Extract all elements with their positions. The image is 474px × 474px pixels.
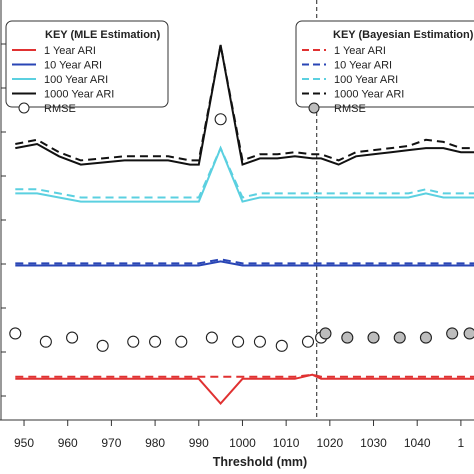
rmse-mle-point (66, 331, 79, 344)
legend-mle-item-label: 1000 Year ARI (44, 89, 114, 101)
legend-mle-title: KEY (MLE Estimation) (45, 29, 161, 41)
rmse-bayes-point (463, 327, 474, 340)
legend-mle-item-label: 100 Year ARI (44, 74, 108, 86)
1-year-ari-mle-line (15, 373, 474, 406)
x-axis: 950 960 970 980 990 1000 1010 1020 1030 1040 1 (0, 419, 474, 450)
rmse-bayes-point (319, 327, 332, 340)
x-tick-label: 1000 (229, 436, 256, 450)
1000-year-ari-bayesian-line (15, 44, 474, 162)
rmse-mle-point (39, 335, 52, 348)
plot-area (0, 0, 474, 420)
legend-bayes-box (295, 20, 474, 108)
legend-bayes-item-label: 1000 Year ARI (334, 89, 404, 101)
100-year-ari-bayesian-line (15, 145, 474, 199)
legend-mle-item-label: 1 Year ARI (44, 45, 96, 57)
legend-bayes: KEY (Bayesian Estimation) 1 Year ARI 10 Ye… (295, 20, 474, 115)
rmse-mle-point (96, 339, 109, 352)
legend-bayes-swatch (308, 102, 320, 114)
x-tick-label: 1020 (316, 436, 343, 450)
10-year-ari-bayesian-line (15, 258, 474, 265)
rmse-bayes-point (367, 331, 380, 344)
rmse-mle-point (275, 339, 288, 352)
x-tick-label: 980 (145, 436, 165, 450)
legend-bayes-item-label: RMSE (334, 103, 366, 115)
100-year-ari-mle-line (15, 145, 474, 203)
legend-bayes-item-label: 1 Year ARI (334, 45, 386, 57)
rmse-mle-point (127, 335, 140, 348)
x-tick-label: 1 (458, 436, 465, 450)
rmse-mle-point (205, 331, 218, 344)
legend-mle-item-label: RMSE (44, 103, 76, 115)
legend-bayes-item-label: 100 Year ARI (334, 74, 398, 86)
x-tick-label: 960 (58, 436, 78, 450)
1-year-ari-bayesian-line (15, 373, 474, 378)
1000-year-ari-mle-line (15, 44, 474, 166)
legend-mle: KEY (MLE Estimation) 1 Year ARI 10 Year AR… (5, 20, 169, 115)
x-tick-label: 970 (101, 436, 121, 450)
rmse-bayes-point (419, 331, 432, 344)
rmse-mle-point (253, 335, 266, 348)
legend-bayes-title: KEY (Bayesian Estimation) (333, 29, 474, 41)
legend-mle-item-label: 10 Year ARI (44, 60, 102, 72)
rmse-bayes-point (393, 331, 406, 344)
x-tick-label: 1030 (360, 436, 387, 450)
rmse-mle-point (9, 327, 22, 340)
x-axis-title: Threshold (mm) (213, 455, 307, 469)
rmse-bayes-point (446, 327, 459, 340)
x-tick-label: 950 (14, 436, 34, 450)
rmse-mle-point (149, 335, 162, 348)
legend-mle-swatch (18, 102, 30, 114)
rmse-mle-point (175, 335, 188, 348)
rmse-bayes-point (341, 331, 354, 344)
legend-mle-box (5, 20, 169, 108)
x-tick-label: 990 (189, 436, 209, 450)
x-tick-label: 1010 (273, 436, 300, 450)
rmse-mle-point (301, 335, 315, 348)
rmse-mle-point (232, 335, 245, 348)
rmse-mle-point (214, 113, 227, 126)
10-year-ari-mle-line (15, 260, 474, 267)
x-tick-label: 1040 (404, 436, 431, 450)
legend-bayes-item-label: 10 Year ARI (334, 60, 392, 72)
